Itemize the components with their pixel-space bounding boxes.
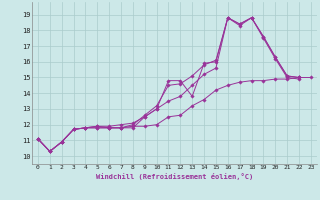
X-axis label: Windchill (Refroidissement éolien,°C): Windchill (Refroidissement éolien,°C) bbox=[96, 173, 253, 180]
